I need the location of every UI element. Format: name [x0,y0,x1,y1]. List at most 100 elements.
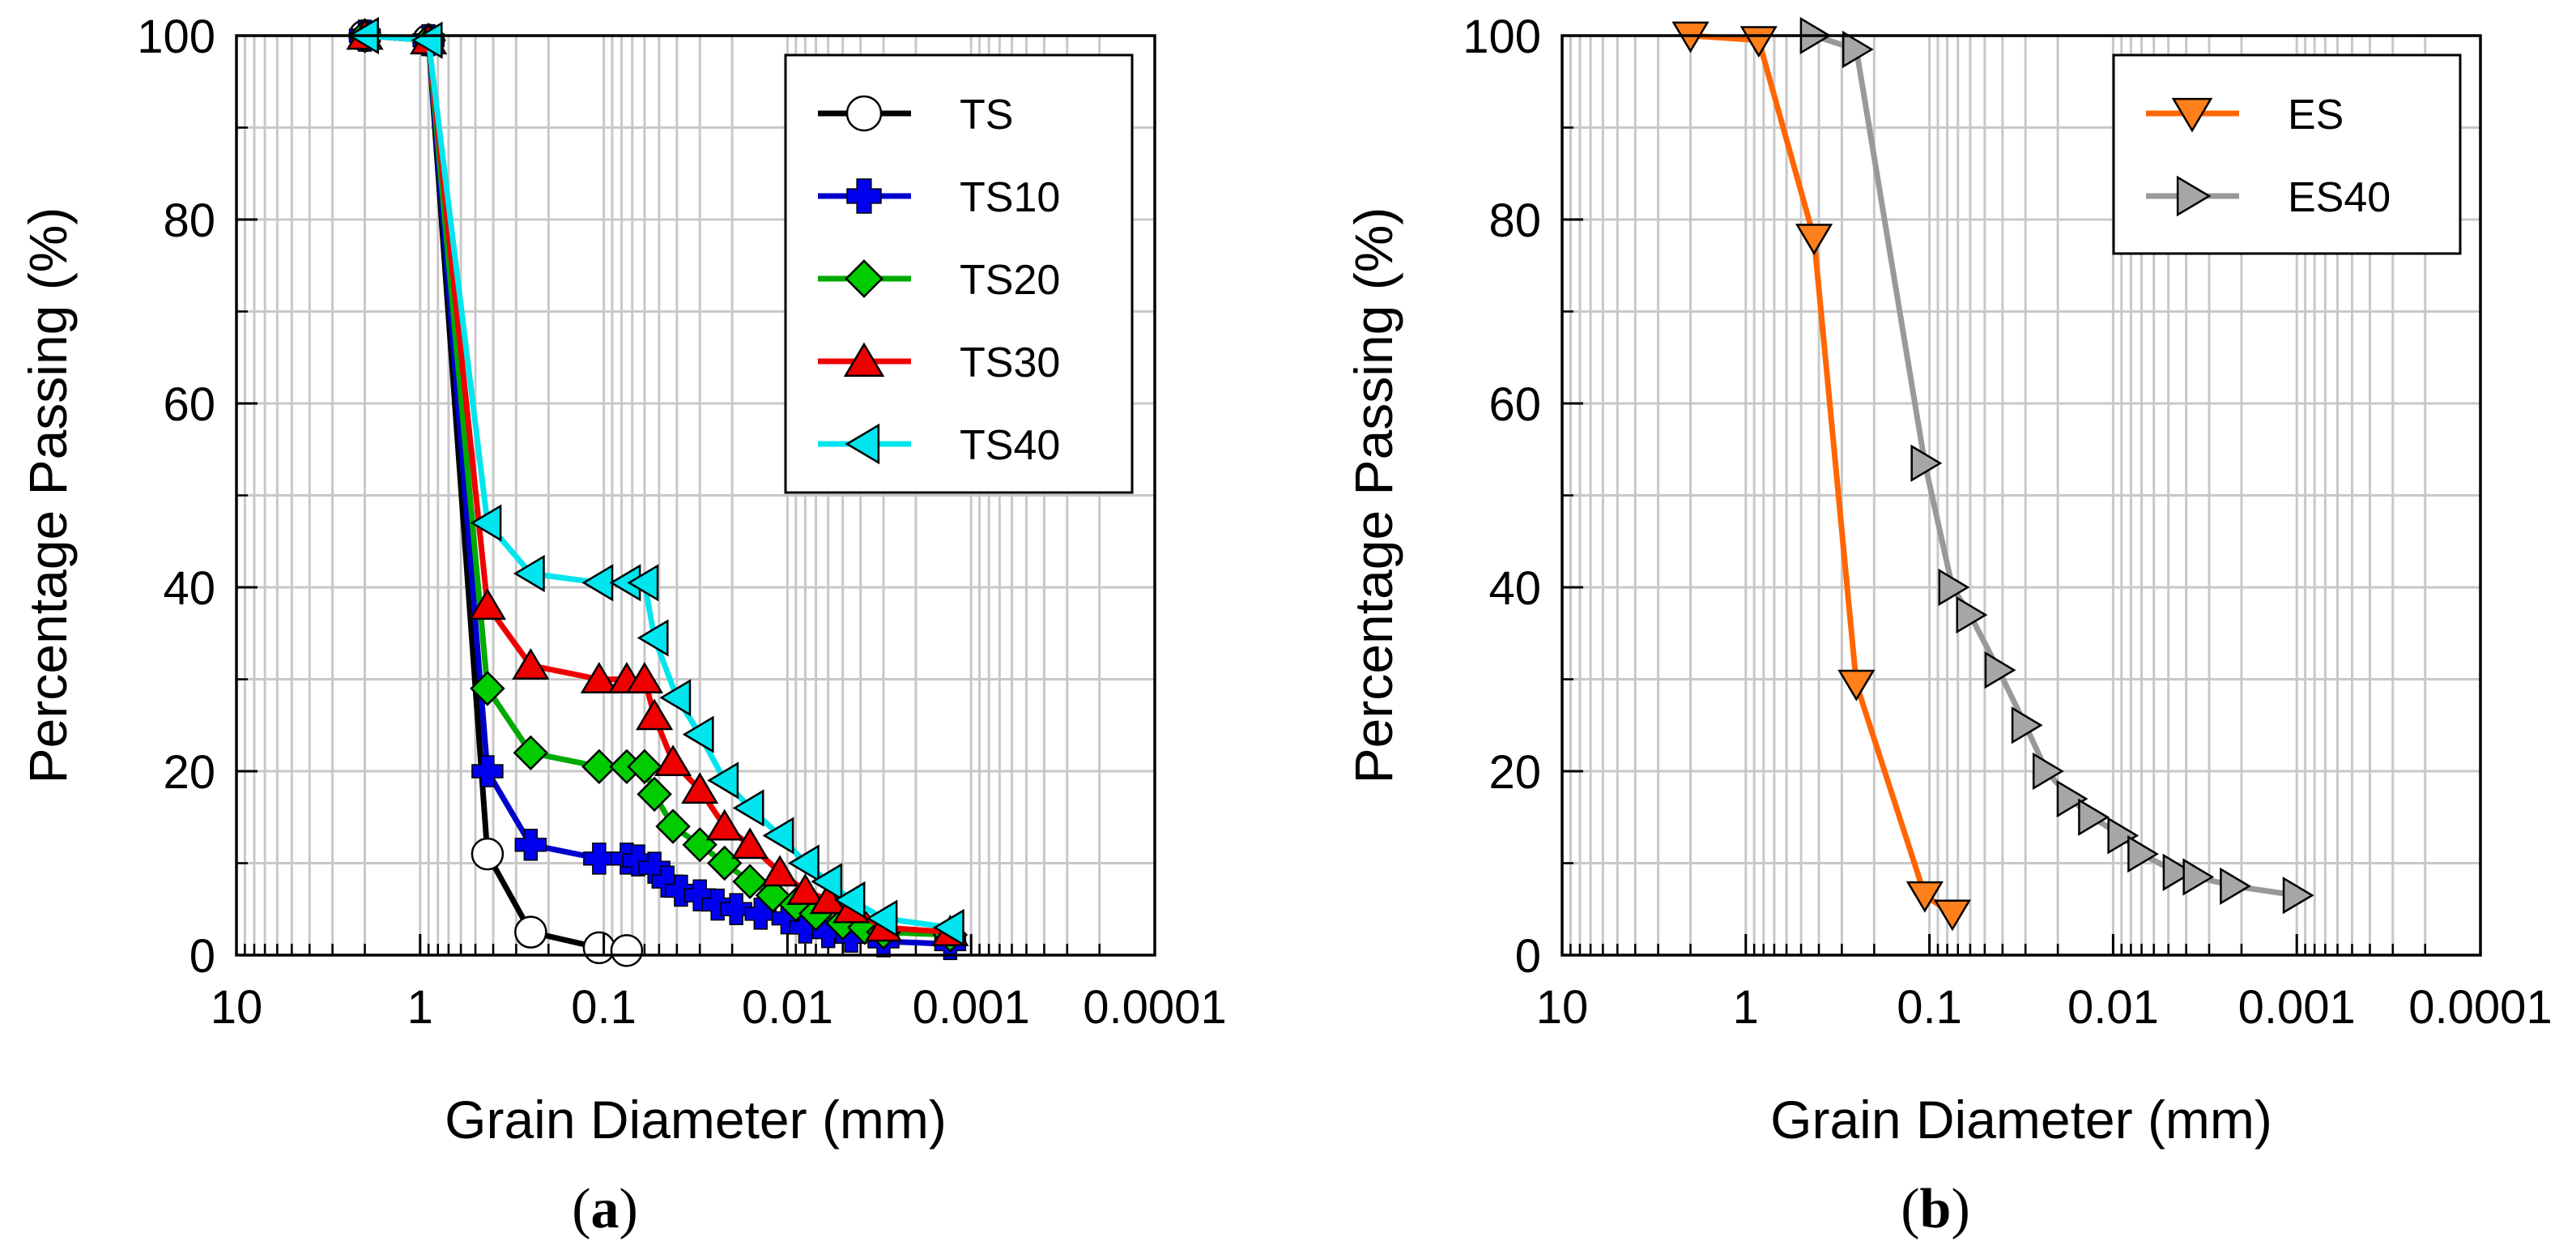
data-point-TS10 [720,893,752,925]
y-axis-title: Percentage Passing (%) [1343,207,1403,784]
data-point-TS10 [744,898,777,930]
panel-label-open: ( [1901,1178,1919,1240]
y-tick-label: 100 [137,11,215,63]
legend-box [2112,53,2462,255]
data-point-TS30 [625,662,664,693]
data-point-TS10 [701,888,734,921]
data-point-ES40 [2282,877,2314,915]
legend-swatch-marker [2176,175,2212,217]
data-point-TS20 [581,749,617,785]
legend-entry: ES [2146,92,2344,139]
data-point-TS30 [654,744,692,777]
x-tick-label: 0.1 [571,981,637,1034]
panel-label: (a) [572,1178,638,1240]
y-tick-label: 80 [163,194,215,247]
data-point-TS40 [411,21,443,59]
y-tick-label: 60 [163,378,215,431]
data-point-ES40 [2107,817,2140,855]
legend-entry: TS [818,92,1013,139]
data-point-ES40 [1938,568,1970,607]
data-point-ES40 [1956,595,1988,634]
panel-label-letter: b [1920,1178,1952,1240]
data-point-TS40 [732,789,764,827]
data-point-TS20 [655,808,691,844]
legend-label: TS10 [960,174,1060,221]
data-point-TS20 [732,864,768,899]
data-point-TS30 [468,588,507,621]
data-point-TS10 [514,829,547,861]
data-point-TS30 [705,808,743,841]
panel-label-letter: a [591,1178,620,1240]
data-point-TS [610,934,644,967]
data-point-ES40 [2220,867,2251,905]
data-point-TS20 [513,735,549,771]
data-point-TS40 [470,504,502,542]
data-point-TS30 [681,772,719,804]
legend-label: TS20 [960,257,1060,304]
legend-swatch-marker [843,342,885,378]
data-point-TS40 [707,762,739,800]
data-point-TS20 [470,671,505,706]
x-axis-title: Grain Diameter (mm) [1770,1090,2272,1150]
data-point-TS30 [731,827,769,860]
y-tick-label: 100 [1463,11,1541,63]
data-point-ES [1905,881,1944,913]
data-point-TS10 [471,755,504,787]
x-tick-label: 1 [407,981,433,1034]
x-tick-label: 0.0001 [2408,981,2552,1034]
data-point-TS30 [760,855,799,887]
series-TS40 [347,16,964,947]
y-tick-label: 60 [1488,378,1541,431]
legend-swatch-marker [2171,97,2213,133]
data-point-TS40 [637,619,669,657]
legend-label: TS [960,92,1013,139]
legend-label: ES40 [2288,174,2391,221]
data-point-TS40 [627,564,659,602]
data-point-ES40 [2056,779,2088,818]
data-point-TS40 [833,881,866,919]
data-point-ES [1933,899,1972,932]
data-point-TS [582,931,616,965]
y-tick-label: 40 [1488,562,1541,615]
data-point-ES40 [2011,706,2043,744]
data-point-TS40 [762,817,794,855]
data-point-TS40 [811,863,843,901]
data-point-TS30 [636,698,674,731]
data-point-TS20 [637,776,672,813]
x-tick-label: 1 [1733,981,1759,1034]
data-point-ES40 [2182,858,2215,896]
data-point-TS40 [513,554,545,593]
x-tick-label: 10 [1536,981,1589,1034]
legend-label: TS30 [960,339,1060,386]
legend: ES ES40 [2112,53,2462,255]
legend-box [784,53,1134,494]
data-point-TS [514,915,547,949]
panel-label-close: ) [620,1178,638,1240]
y-tick-label: 0 [1515,930,1541,983]
legend-swatch-marker [845,423,880,465]
legend-swatch-marker [845,95,883,132]
y-tick-label: 20 [163,746,215,799]
x-axis-title: Grain Diameter (mm) [445,1090,947,1150]
x-tick-label: 10 [211,981,263,1034]
x-tick-label: 0.01 [2067,981,2159,1034]
legend-entry: TS40 [818,422,1060,469]
data-point-ES40 [2127,835,2159,873]
x-tick-label: 0.1 [1897,981,1962,1034]
y-tick-label: 80 [1488,194,1541,247]
data-point-TS40 [866,899,898,937]
legend-entry: TS30 [818,339,1060,386]
y-tick-label: 20 [1488,746,1541,799]
data-point-TS30 [512,648,550,680]
legend: TS TS10 TS20 TS30 TS40 [784,53,1134,494]
panel-label-open: ( [572,1178,590,1240]
data-point-TS40 [659,679,692,717]
data-point-TS20 [755,877,791,913]
x-tick-label: 0.0001 [1083,981,1226,1034]
data-point-ES [1795,224,1833,256]
data-point-ES40 [2078,798,2110,836]
data-point-TS10 [665,874,697,907]
data-point-ES40 [1910,444,1943,482]
data-point-ES40 [1984,651,2016,689]
